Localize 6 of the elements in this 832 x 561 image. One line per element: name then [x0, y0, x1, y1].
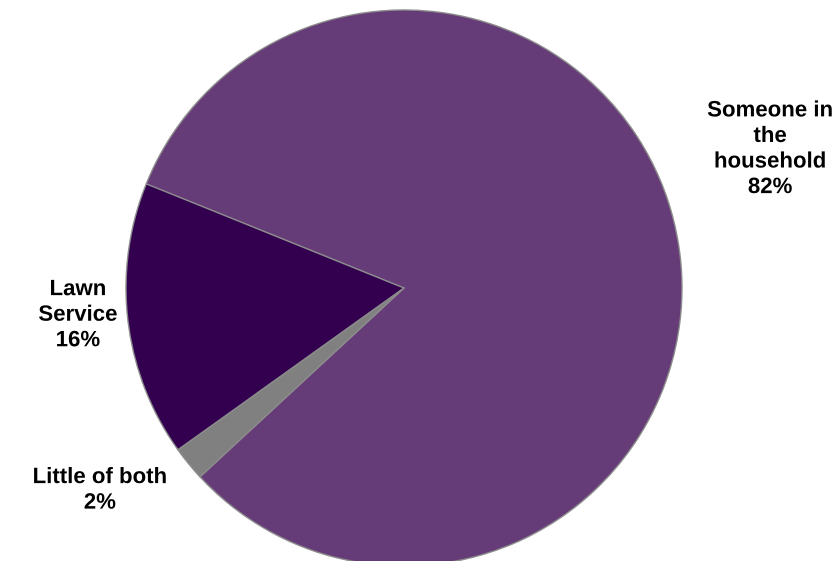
slice-label: Someone in the household	[708, 100, 832, 168]
slice-label: Lawn Service	[39, 280, 117, 321]
slice-label: Little of both	[34, 466, 166, 484]
data-label: 82%	[748, 178, 792, 194]
data-label: 2%	[84, 493, 116, 509]
data-label: 16%	[57, 330, 100, 346]
